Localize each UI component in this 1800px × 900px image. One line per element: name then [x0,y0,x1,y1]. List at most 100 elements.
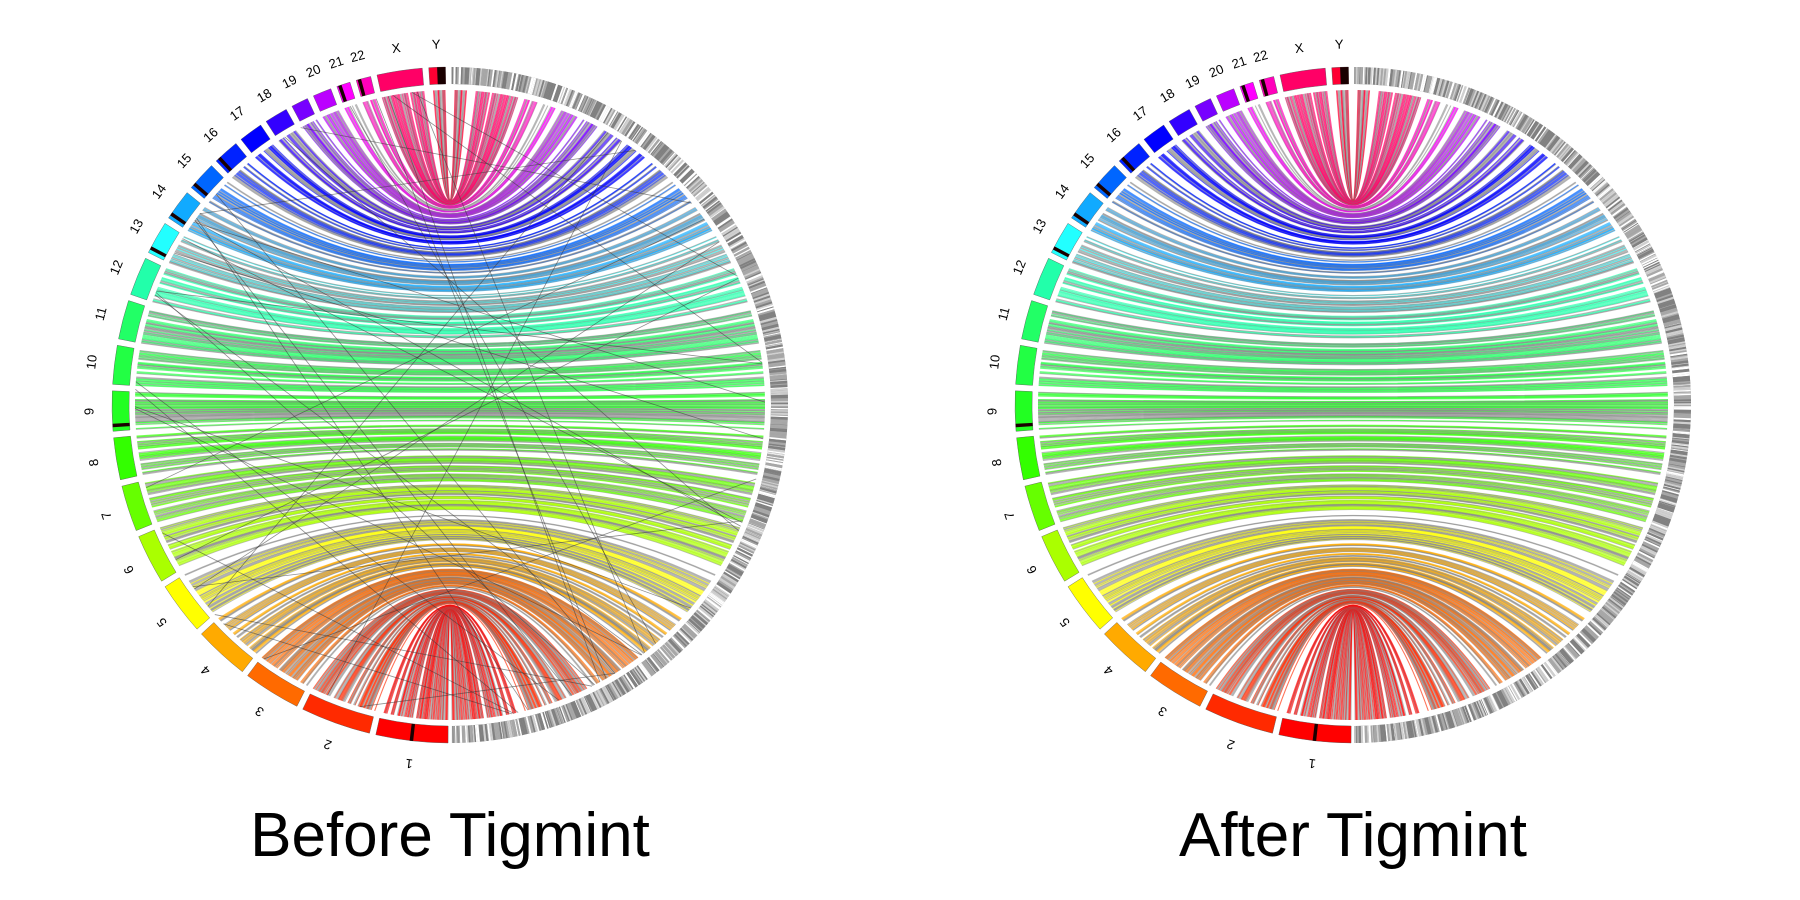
contig-block [679,168,694,183]
link-chr8 [141,444,759,468]
contig-block [743,534,760,542]
contig-block [1546,135,1558,150]
contig-block [766,346,784,352]
contig-block [1447,711,1454,729]
contig-block [1641,256,1658,266]
contig-block [766,453,785,459]
contig-block [736,252,752,261]
contig-block [1626,227,1641,237]
contig-block [1668,343,1686,348]
chromosome-2: 2 [1205,693,1277,753]
misassembly-link [134,406,691,609]
contig-block [1461,86,1469,104]
contig-block [727,235,743,245]
contig-block [1464,705,1472,723]
contig-block [1444,81,1451,98]
contig-block [1619,583,1635,594]
contig-block [760,319,778,326]
contig-ring [451,67,789,743]
contig-block [672,634,686,649]
chromosome-8: 8 [86,435,138,481]
contig-block [1484,96,1493,113]
contig-block [454,725,456,743]
contig-block [1407,721,1412,739]
contig-block [1646,533,1663,542]
contig-block [1488,695,1497,712]
contig-block [1665,326,1682,332]
contig-block [1671,440,1689,445]
contig-block [1629,232,1645,243]
contig-block [589,693,599,710]
contig-block [1673,399,1691,402]
contig-block [596,104,607,121]
contig-block [1417,719,1422,737]
contig-block [759,489,777,495]
contig-block [734,248,750,257]
contig-block [664,153,677,167]
misassembly-link [156,290,763,365]
ideogram-chr20 [1216,88,1241,112]
contig-block [1637,552,1654,562]
chromosome-18: 18 [1157,85,1198,136]
ideogram-chr19 [291,98,315,122]
contig-block [1673,381,1691,384]
contig-block [770,415,788,418]
link-chr12 [157,286,743,329]
link-chr4 [1121,543,1585,620]
link-chr7 [147,461,753,494]
link-chr8 [1042,440,1664,462]
link-chr6 [1075,501,1631,555]
contig-block [681,626,695,639]
contig-block [634,128,646,144]
link-chr4 [1130,549,1576,629]
contig-block [765,463,783,469]
contig-block [1639,252,1656,262]
contig-block [614,114,625,131]
contig-block [1556,143,1568,158]
link-chr22 [1277,98,1429,207]
contig-block [1368,67,1371,85]
contig-block [539,713,546,730]
contig-block [599,688,610,704]
contig-block [1629,234,1646,244]
contig-block [698,606,714,619]
chromosome-label: 4 [1101,663,1116,679]
contig-block [692,615,706,627]
contig-block [755,301,773,309]
contig-block [1658,302,1676,309]
link-chr6 [173,502,727,557]
chromosome-1: 1 [1278,717,1352,772]
contig-block [546,710,553,728]
link-chr11 [144,329,756,357]
link-chr7 [1048,457,1658,487]
contig-block [652,653,665,667]
contig-block [1671,366,1689,369]
contig-block [1652,282,1669,290]
contig-block [525,716,530,734]
contig-block [606,684,617,701]
contig-block [459,725,463,743]
contig-block [1365,725,1368,743]
contig-block [752,512,769,519]
centromere-mark [1241,84,1250,103]
link-chr12 [161,277,739,323]
contig-block [709,205,724,217]
link-chr12 [154,294,746,334]
contig-block [761,480,779,486]
contig-block [758,311,775,317]
link-chr9 [135,398,765,403]
contig-block [1371,67,1374,85]
contig-block [622,675,633,691]
contig-block [747,525,764,533]
misassembly-link [392,94,763,363]
contig-block [738,545,754,554]
contig-block [1550,656,1563,672]
contig-block [1581,629,1595,643]
ideogram-chr17 [1143,124,1174,154]
contig-block [609,111,620,128]
contig-block [1445,81,1453,99]
contig-block [1471,702,1480,720]
link-chr17 [259,153,641,243]
contig-block [718,580,734,591]
contig-block [758,493,775,500]
